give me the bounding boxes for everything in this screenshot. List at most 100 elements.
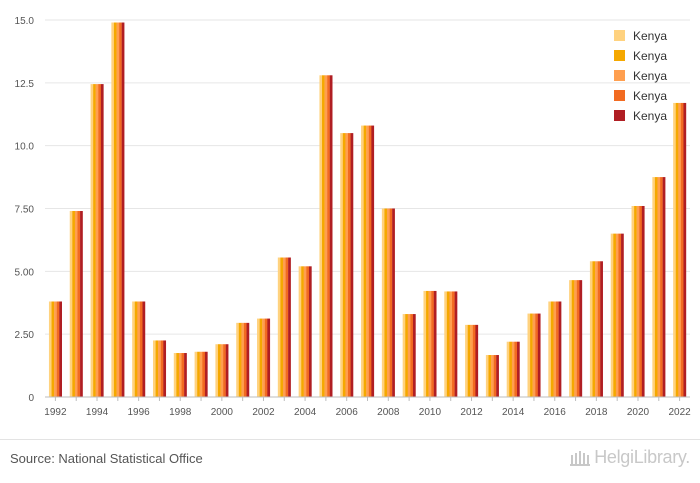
bar[interactable] (119, 22, 122, 397)
bar[interactable] (246, 322, 250, 397)
legend-swatch[interactable] (614, 50, 625, 61)
bar[interactable] (264, 318, 268, 397)
bar[interactable] (527, 313, 531, 397)
bar[interactable] (514, 341, 518, 397)
legend-swatch[interactable] (614, 90, 625, 101)
bar[interactable] (465, 324, 468, 397)
bar[interactable] (340, 133, 343, 397)
bar[interactable] (306, 266, 310, 397)
bar[interactable] (280, 257, 284, 397)
bar[interactable] (657, 177, 661, 397)
bar[interactable] (282, 257, 286, 397)
bar[interactable] (433, 290, 437, 397)
bar[interactable] (72, 211, 76, 397)
bar[interactable] (215, 344, 219, 397)
bar[interactable] (308, 266, 312, 397)
bar[interactable] (204, 351, 208, 397)
bar[interactable] (454, 291, 458, 397)
bar[interactable] (363, 125, 367, 397)
bar[interactable] (241, 322, 245, 397)
legend-swatch[interactable] (614, 30, 625, 41)
bar[interactable] (98, 84, 102, 397)
bar[interactable] (121, 22, 125, 397)
bar[interactable] (160, 340, 164, 397)
bar[interactable] (595, 261, 598, 397)
bar[interactable] (652, 177, 656, 397)
bar[interactable] (155, 340, 159, 397)
bar[interactable] (342, 133, 346, 397)
bar[interactable] (113, 22, 117, 397)
bar[interactable] (569, 280, 572, 397)
legend-label[interactable]: Kenya (633, 89, 667, 103)
bar[interactable] (197, 351, 200, 397)
legend-label[interactable]: Kenya (633, 29, 667, 43)
bar[interactable] (163, 340, 167, 397)
bar[interactable] (444, 291, 448, 397)
bar[interactable] (139, 301, 143, 397)
bar[interactable] (553, 301, 557, 397)
bar[interactable] (631, 205, 635, 397)
bar[interactable] (579, 280, 583, 397)
bar[interactable] (446, 291, 450, 397)
helgilibrary-logo[interactable]: HelgiLibrary. (570, 447, 690, 468)
bar[interactable] (48, 301, 52, 397)
bar[interactable] (223, 344, 226, 397)
bar[interactable] (387, 208, 390, 398)
bar[interactable] (194, 351, 198, 397)
bar[interactable] (680, 102, 684, 397)
bar[interactable] (449, 291, 453, 397)
bar[interactable] (225, 344, 229, 397)
bar[interactable] (597, 261, 601, 397)
bar[interactable] (142, 301, 146, 397)
bar[interactable] (574, 280, 577, 397)
legend-swatch[interactable] (614, 70, 625, 81)
bar[interactable] (537, 313, 541, 397)
bar[interactable] (639, 205, 642, 397)
bar[interactable] (368, 125, 372, 397)
bar[interactable] (111, 22, 115, 397)
bar[interactable] (548, 301, 552, 397)
bar[interactable] (152, 340, 156, 397)
bar[interactable] (423, 290, 427, 397)
bar[interactable] (475, 324, 479, 397)
bar[interactable] (618, 233, 622, 397)
bar[interactable] (259, 318, 263, 397)
bar[interactable] (613, 233, 617, 397)
bar[interactable] (641, 205, 645, 397)
bar[interactable] (634, 205, 637, 397)
bar[interactable] (345, 133, 349, 397)
bar[interactable] (238, 322, 242, 397)
bar[interactable] (621, 233, 624, 397)
bar[interactable] (615, 233, 619, 397)
bar[interactable] (59, 301, 62, 397)
bar[interactable] (347, 133, 351, 397)
bar[interactable] (319, 75, 323, 397)
bar[interactable] (660, 177, 663, 397)
bar[interactable] (220, 344, 224, 397)
bar[interactable] (93, 84, 96, 397)
bar[interactable] (412, 314, 416, 397)
bar[interactable] (371, 125, 375, 397)
bar[interactable] (137, 301, 141, 397)
bar[interactable] (535, 313, 538, 397)
bar[interactable] (288, 257, 291, 397)
bar[interactable] (178, 353, 182, 397)
bar[interactable] (202, 351, 206, 397)
bar[interactable] (662, 177, 666, 397)
bar[interactable] (384, 208, 388, 398)
bar[interactable] (410, 314, 414, 397)
bar[interactable] (366, 125, 369, 397)
bar[interactable] (431, 290, 434, 397)
legend-label[interactable]: Kenya (633, 69, 667, 83)
bar[interactable] (116, 22, 120, 397)
bar[interactable] (392, 208, 395, 398)
bar[interactable] (571, 280, 575, 397)
bar[interactable] (257, 318, 260, 397)
bar[interactable] (576, 280, 580, 397)
legend-label[interactable]: Kenya (633, 109, 667, 123)
bar[interactable] (509, 341, 513, 397)
bar[interactable] (452, 291, 455, 397)
bar[interactable] (327, 75, 330, 397)
bar[interactable] (298, 266, 302, 397)
bar[interactable] (277, 257, 281, 397)
